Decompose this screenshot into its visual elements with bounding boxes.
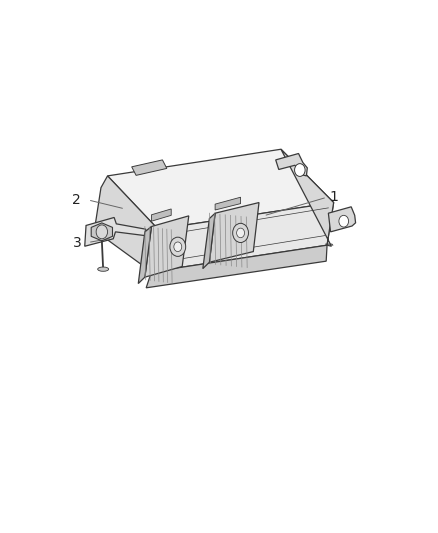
Polygon shape — [151, 203, 333, 272]
Circle shape — [232, 223, 248, 243]
Circle shape — [236, 228, 244, 238]
Polygon shape — [202, 213, 215, 269]
Text: 2: 2 — [72, 193, 81, 207]
Circle shape — [96, 225, 107, 239]
Circle shape — [173, 242, 181, 252]
Ellipse shape — [98, 267, 109, 271]
Polygon shape — [94, 176, 158, 272]
Polygon shape — [145, 216, 188, 277]
Polygon shape — [91, 223, 112, 241]
Polygon shape — [131, 160, 166, 175]
Polygon shape — [275, 154, 307, 176]
Polygon shape — [146, 245, 326, 288]
Circle shape — [338, 215, 348, 227]
Text: 3: 3 — [72, 236, 81, 249]
Polygon shape — [328, 207, 355, 232]
Polygon shape — [138, 227, 151, 284]
Polygon shape — [209, 203, 258, 262]
Polygon shape — [151, 209, 171, 221]
Text: 1: 1 — [328, 190, 337, 204]
Polygon shape — [280, 149, 333, 246]
Circle shape — [170, 237, 185, 256]
Polygon shape — [85, 217, 145, 246]
Polygon shape — [215, 197, 240, 210]
Polygon shape — [107, 149, 333, 229]
Circle shape — [294, 164, 304, 176]
